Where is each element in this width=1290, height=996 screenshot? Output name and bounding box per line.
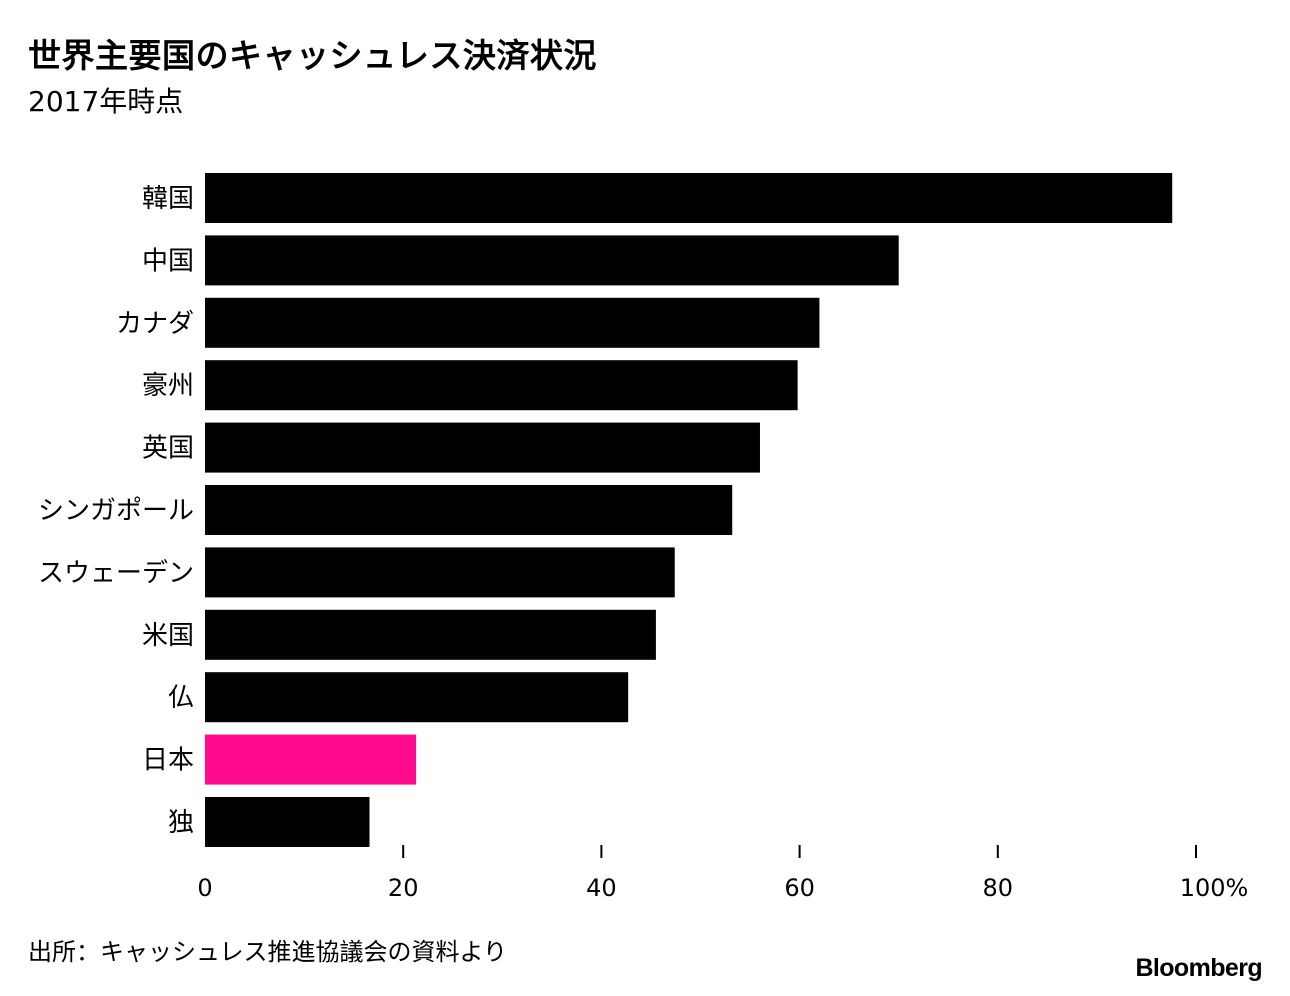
x-tick-label: 40: [586, 874, 617, 902]
category-label: 仏: [168, 683, 194, 713]
category-label: 日本: [142, 746, 194, 776]
bar-10: [205, 734, 417, 785]
source-note: 出所：キャッシュレス推進協議会の資料より: [28, 938, 508, 966]
x-tick-label: 100%: [1180, 874, 1249, 902]
category-label: 米国: [142, 621, 194, 651]
bar-4: [205, 360, 798, 411]
category-label: 独: [168, 808, 194, 838]
x-tick-label: 60: [784, 874, 815, 902]
bar-1: [205, 173, 1173, 223]
bar-7: [205, 547, 675, 598]
category-label: カナダ: [116, 309, 194, 339]
x-tick-label: 80: [983, 874, 1014, 902]
category-label: 豪州: [142, 371, 194, 401]
category-label: スウェーデン: [38, 558, 194, 588]
category-label: 中国: [142, 246, 194, 276]
chart-title: 世界主要国のキャッシュレス決済状況: [28, 36, 597, 75]
bar-2: [205, 235, 899, 286]
bar-9: [205, 672, 629, 723]
chart-subtitle: 2017年時点: [28, 85, 184, 118]
bar-5: [205, 422, 760, 473]
x-tick-label: 0: [197, 874, 212, 902]
category-label: 韓国: [142, 184, 194, 214]
bloomberg-logo: Bloomberg: [1135, 954, 1262, 982]
bar-11: [205, 797, 370, 847]
category-label: 英国: [142, 434, 194, 464]
x-tick-label: 20: [388, 874, 419, 902]
bar-3: [205, 297, 820, 348]
bar-6: [205, 485, 733, 535]
bar-8: [205, 609, 656, 660]
category-label: シンガポール: [38, 496, 194, 526]
